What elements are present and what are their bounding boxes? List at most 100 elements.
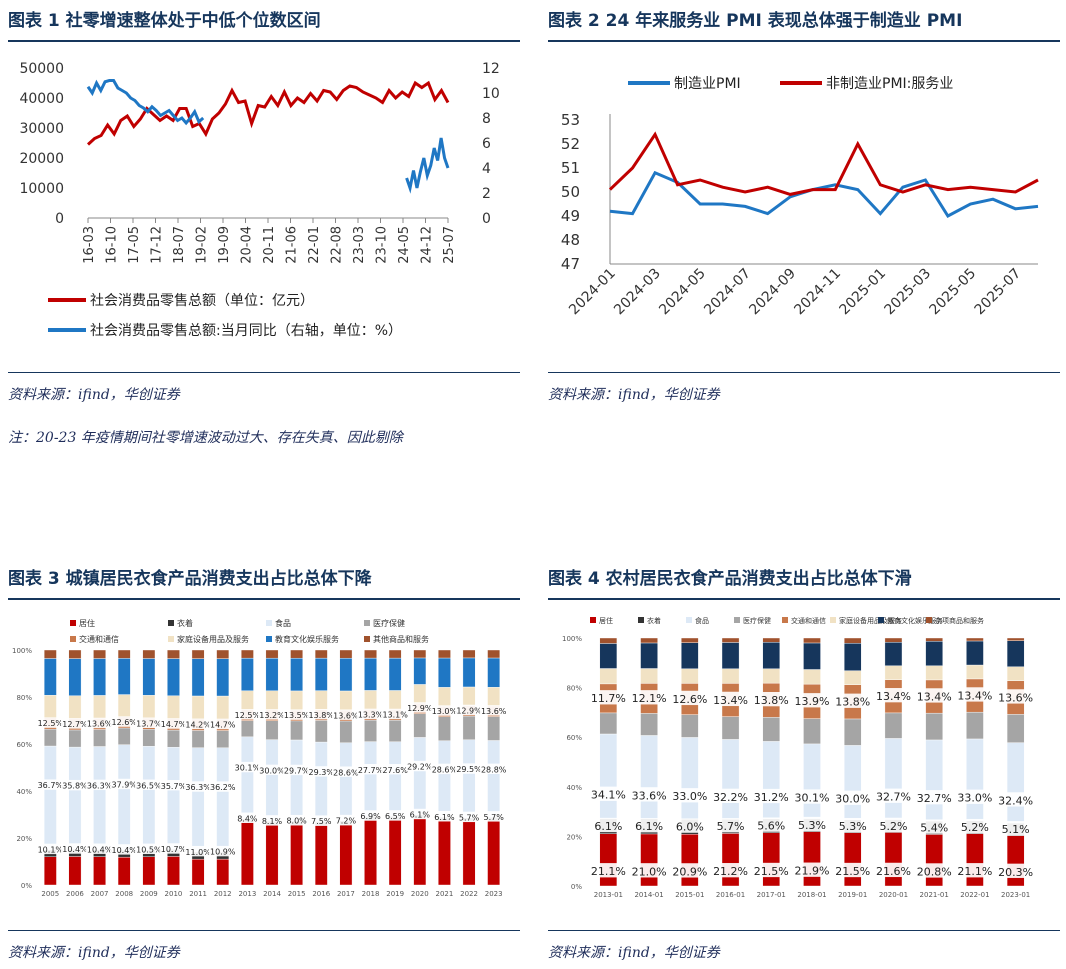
data-label-bg — [356, 810, 385, 821]
y-tick: 80% — [16, 694, 32, 702]
bar-segment — [462, 821, 476, 886]
data-label: 13.0% — [432, 707, 458, 716]
chart-3-title: 图表 3 城镇居民衣食产品消费支出占比总体下降 — [8, 569, 372, 589]
x-tick-label: 23-03 — [352, 226, 367, 264]
data-label-bg — [589, 863, 628, 878]
data-label: 13.6% — [481, 707, 507, 716]
x-tick-label: 2022 — [460, 890, 478, 898]
data-label-bg — [955, 818, 995, 834]
x-tick-label: 2005 — [41, 890, 59, 898]
y-tick: 60% — [16, 741, 32, 749]
legend-label: 交通和通信 — [791, 616, 826, 625]
bar-segment — [762, 741, 781, 819]
bar-segment — [68, 649, 82, 659]
data-label-bg — [405, 808, 434, 820]
data-label: 13.4% — [917, 690, 952, 703]
data-label-bg — [430, 763, 459, 775]
y-tick: 51 — [561, 159, 580, 177]
data-label: 5.1% — [1002, 823, 1030, 836]
bar-segment — [803, 743, 821, 819]
bar-segment — [290, 690, 303, 711]
bar-segment — [599, 643, 618, 669]
bar-segment — [93, 658, 106, 696]
data-label-bg — [955, 789, 995, 804]
data-label: 14.7% — [210, 721, 236, 730]
data-label: 27.7% — [358, 766, 384, 775]
data-label: 21.2% — [713, 865, 748, 878]
data-label-bg — [833, 693, 872, 708]
bar-segment — [68, 695, 82, 719]
bar-segment — [314, 825, 328, 886]
data-label: 13.3% — [358, 710, 384, 719]
chart-1-note: 注：20-23 年疫情期间社零增速波动过大、存在失真、因此剔除 — [8, 430, 403, 446]
x-tick-label: 2025-07 — [972, 266, 1025, 319]
bar-segment — [364, 741, 377, 817]
bar-segment — [681, 668, 699, 684]
x-tick-label: 20-11 — [262, 226, 277, 264]
data-label-bg — [208, 781, 237, 792]
bar-segment — [314, 649, 328, 659]
data-label: 6.0% — [676, 821, 704, 834]
data-label: 11.7% — [591, 692, 626, 705]
data-label-bg — [455, 763, 484, 774]
bar-segment — [117, 727, 131, 745]
data-label-bg — [331, 709, 360, 720]
data-label: 13.8% — [309, 711, 335, 720]
bar-segment — [388, 741, 402, 817]
data-label-bg — [430, 810, 459, 822]
bar-segment — [762, 637, 781, 643]
bar-segment — [966, 637, 984, 642]
data-label-bg — [479, 705, 508, 716]
data-label: 10.4% — [111, 846, 137, 855]
data-label: 12.6% — [111, 718, 137, 727]
bar-segment — [68, 856, 82, 886]
data-label: 13.7% — [136, 719, 162, 728]
bar-segment — [290, 739, 303, 822]
legend-swatch — [782, 617, 788, 623]
data-label-bg — [356, 763, 385, 775]
bar-segment — [93, 649, 106, 659]
data-label-bg — [670, 690, 710, 706]
data-label: 13.8% — [754, 694, 789, 707]
bar-segment — [640, 642, 658, 669]
bar-segment — [462, 715, 476, 740]
y-left-tick: 10000 — [19, 181, 64, 197]
x-tick-label: 2006 — [66, 890, 84, 898]
bar-segment — [191, 858, 205, 886]
y-right-tick: 4 — [482, 161, 491, 177]
y-right-tick: 0 — [482, 211, 491, 227]
data-label: 36.5% — [136, 781, 162, 790]
data-label-bg — [36, 843, 65, 855]
x-tick-label: 16-03 — [82, 226, 97, 264]
y-tick: 49 — [561, 207, 580, 225]
bar-segment — [762, 642, 781, 669]
bar-segment — [721, 739, 740, 820]
x-tick-label: 2024-01 — [566, 266, 619, 319]
data-label: 10.4% — [87, 845, 113, 854]
bar-segment — [925, 739, 943, 822]
data-label: 5.3% — [798, 819, 826, 832]
data-label: 12.1% — [632, 692, 667, 705]
x-tick-label: 2009 — [140, 890, 158, 898]
y-tick: 80% — [566, 685, 582, 693]
bar-segment — [167, 658, 180, 696]
bar-segment — [721, 637, 740, 643]
data-label-bg — [792, 789, 832, 804]
bar-segment — [487, 687, 501, 707]
bar-segment — [93, 746, 106, 850]
bar-segment — [487, 649, 501, 659]
y-tick: 20% — [566, 833, 582, 841]
x-tick-label: 2007 — [91, 890, 109, 898]
x-tick-label: 2008 — [115, 890, 133, 898]
chart-1: 0 10000 20000 30000 40000 50000 0 2 4 6 8 10 12 16-03… — [19, 61, 499, 339]
data-label: 33.6% — [632, 789, 667, 802]
bar-segment — [68, 729, 82, 748]
data-label: 12.5% — [38, 719, 64, 728]
data-label: 28.6% — [432, 765, 458, 774]
bar-segment — [884, 642, 903, 666]
bar-segment — [142, 649, 156, 659]
x-tick-label: 17-05 — [127, 226, 142, 264]
bar-segment — [640, 713, 658, 736]
data-label-bg — [85, 717, 114, 729]
bar-segment — [142, 695, 156, 719]
